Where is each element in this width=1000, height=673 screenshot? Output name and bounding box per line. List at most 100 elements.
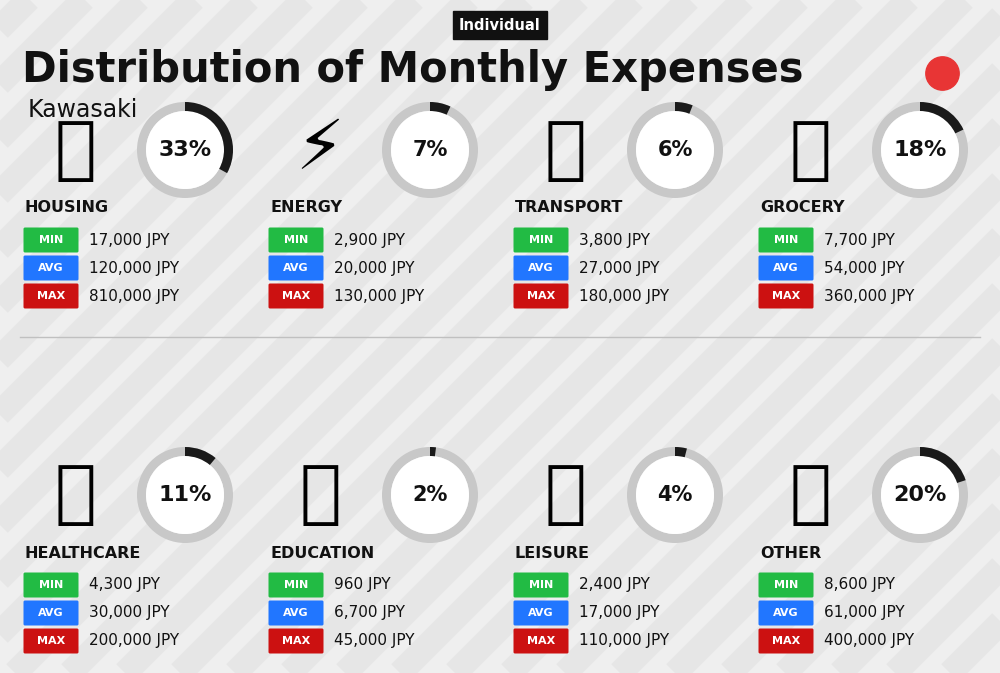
Wedge shape bbox=[137, 447, 233, 543]
Circle shape bbox=[146, 111, 224, 189]
Text: LEISURE: LEISURE bbox=[515, 546, 590, 561]
Wedge shape bbox=[920, 102, 963, 133]
Text: 27,000 JPY: 27,000 JPY bbox=[579, 260, 660, 275]
Text: MAX: MAX bbox=[772, 291, 800, 301]
Text: 4%: 4% bbox=[657, 485, 693, 505]
Text: 45,000 JPY: 45,000 JPY bbox=[334, 633, 415, 649]
Circle shape bbox=[636, 111, 714, 189]
Text: 180,000 JPY: 180,000 JPY bbox=[579, 289, 669, 304]
Text: 110,000 JPY: 110,000 JPY bbox=[579, 633, 669, 649]
FancyBboxPatch shape bbox=[24, 256, 78, 281]
Circle shape bbox=[391, 456, 469, 534]
Text: Individual: Individual bbox=[459, 17, 541, 32]
Text: 960 JPY: 960 JPY bbox=[334, 577, 391, 592]
Text: 810,000 JPY: 810,000 JPY bbox=[89, 289, 179, 304]
Text: 7%: 7% bbox=[412, 140, 448, 160]
Wedge shape bbox=[185, 102, 233, 173]
Text: 30,000 JPY: 30,000 JPY bbox=[89, 606, 170, 621]
Text: MAX: MAX bbox=[37, 636, 65, 646]
Text: 17,000 JPY: 17,000 JPY bbox=[579, 606, 660, 621]
FancyBboxPatch shape bbox=[759, 600, 814, 625]
Text: AVG: AVG bbox=[283, 263, 309, 273]
Text: 33%: 33% bbox=[158, 140, 212, 160]
Circle shape bbox=[636, 456, 714, 534]
FancyBboxPatch shape bbox=[268, 600, 324, 625]
Text: MIN: MIN bbox=[774, 235, 798, 245]
Circle shape bbox=[881, 111, 959, 189]
FancyBboxPatch shape bbox=[24, 600, 78, 625]
Wedge shape bbox=[382, 102, 478, 198]
Text: 20%: 20% bbox=[893, 485, 947, 505]
FancyBboxPatch shape bbox=[514, 227, 568, 252]
Text: MIN: MIN bbox=[529, 580, 553, 590]
Wedge shape bbox=[872, 447, 968, 543]
Text: 4,300 JPY: 4,300 JPY bbox=[89, 577, 160, 592]
Text: HOUSING: HOUSING bbox=[25, 201, 109, 215]
Text: MAX: MAX bbox=[772, 636, 800, 646]
FancyBboxPatch shape bbox=[268, 256, 324, 281]
FancyBboxPatch shape bbox=[24, 629, 78, 653]
Text: EDUCATION: EDUCATION bbox=[270, 546, 374, 561]
Text: 400,000 JPY: 400,000 JPY bbox=[824, 633, 914, 649]
Text: 18%: 18% bbox=[893, 140, 947, 160]
Text: 360,000 JPY: 360,000 JPY bbox=[824, 289, 914, 304]
Wedge shape bbox=[920, 447, 966, 483]
Text: Distribution of Monthly Expenses: Distribution of Monthly Expenses bbox=[22, 49, 804, 91]
FancyBboxPatch shape bbox=[268, 227, 324, 252]
Text: 120,000 JPY: 120,000 JPY bbox=[89, 260, 179, 275]
Text: 17,000 JPY: 17,000 JPY bbox=[89, 232, 170, 248]
Wedge shape bbox=[430, 102, 450, 114]
Text: 2%: 2% bbox=[412, 485, 448, 505]
Text: 🛍: 🛍 bbox=[544, 462, 586, 528]
FancyBboxPatch shape bbox=[514, 600, 568, 625]
FancyBboxPatch shape bbox=[24, 573, 78, 598]
Circle shape bbox=[391, 111, 469, 189]
FancyBboxPatch shape bbox=[268, 283, 324, 308]
FancyBboxPatch shape bbox=[759, 227, 814, 252]
Text: 🏢: 🏢 bbox=[54, 116, 96, 184]
Text: AVG: AVG bbox=[38, 263, 64, 273]
Wedge shape bbox=[872, 102, 968, 198]
Text: 🛒: 🛒 bbox=[789, 116, 831, 184]
Text: ENERGY: ENERGY bbox=[270, 201, 342, 215]
Text: MIN: MIN bbox=[39, 235, 63, 245]
Text: 7,700 JPY: 7,700 JPY bbox=[824, 232, 895, 248]
Text: AVG: AVG bbox=[283, 608, 309, 618]
Text: 8,600 JPY: 8,600 JPY bbox=[824, 577, 895, 592]
Text: MAX: MAX bbox=[527, 291, 555, 301]
Text: 3,800 JPY: 3,800 JPY bbox=[579, 232, 650, 248]
FancyBboxPatch shape bbox=[514, 256, 568, 281]
Text: 11%: 11% bbox=[158, 485, 212, 505]
Text: 💰: 💰 bbox=[789, 462, 831, 528]
FancyBboxPatch shape bbox=[759, 573, 814, 598]
FancyBboxPatch shape bbox=[759, 283, 814, 308]
FancyBboxPatch shape bbox=[268, 573, 324, 598]
Text: 20,000 JPY: 20,000 JPY bbox=[334, 260, 415, 275]
FancyBboxPatch shape bbox=[759, 256, 814, 281]
Text: AVG: AVG bbox=[773, 608, 799, 618]
Wedge shape bbox=[675, 102, 693, 114]
Wedge shape bbox=[627, 102, 723, 198]
Text: Kawasaki: Kawasaki bbox=[28, 98, 138, 122]
Wedge shape bbox=[185, 447, 216, 465]
Text: 130,000 JPY: 130,000 JPY bbox=[334, 289, 424, 304]
FancyBboxPatch shape bbox=[268, 629, 324, 653]
Text: ⚡: ⚡ bbox=[296, 116, 344, 184]
Text: GROCERY: GROCERY bbox=[760, 201, 844, 215]
Text: MAX: MAX bbox=[282, 636, 310, 646]
FancyBboxPatch shape bbox=[514, 283, 568, 308]
FancyBboxPatch shape bbox=[24, 283, 78, 308]
Text: MIN: MIN bbox=[774, 580, 798, 590]
FancyBboxPatch shape bbox=[514, 573, 568, 598]
FancyBboxPatch shape bbox=[759, 629, 814, 653]
Text: 6,700 JPY: 6,700 JPY bbox=[334, 606, 405, 621]
Text: MIN: MIN bbox=[39, 580, 63, 590]
Text: TRANSPORT: TRANSPORT bbox=[515, 201, 623, 215]
Circle shape bbox=[881, 456, 959, 534]
Text: MIN: MIN bbox=[529, 235, 553, 245]
Text: 200,000 JPY: 200,000 JPY bbox=[89, 633, 179, 649]
Text: 🚌: 🚌 bbox=[544, 116, 586, 184]
FancyBboxPatch shape bbox=[514, 629, 568, 653]
Text: 61,000 JPY: 61,000 JPY bbox=[824, 606, 905, 621]
Wedge shape bbox=[430, 447, 436, 456]
